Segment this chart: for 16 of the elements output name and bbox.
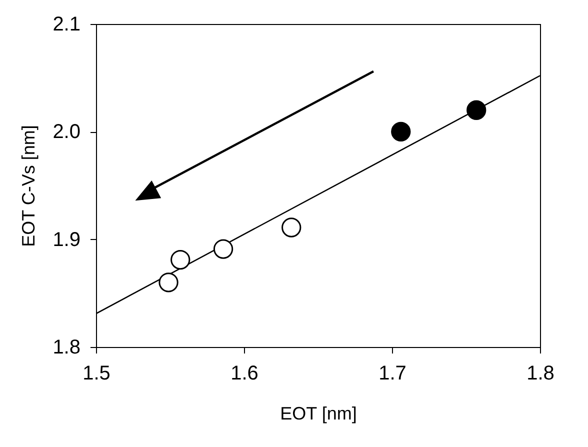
y-tick-label: 1.8 [52, 336, 80, 358]
y-tick-label: 1.9 [52, 228, 80, 251]
x-tick-label: 1.8 [526, 362, 554, 384]
x-tick-label: 1.7 [378, 362, 406, 384]
point [213, 239, 234, 259]
y-tick-label: 2.0 [52, 121, 80, 144]
point [391, 122, 411, 142]
y-tick-label: 2.1 [52, 14, 80, 36]
point [282, 218, 302, 238]
point [158, 272, 178, 292]
x-tick-label: 1.5 [82, 362, 110, 384]
y-axis-title: EOT C-Vs [nm] [18, 125, 39, 247]
x-tick-label: 1.6 [230, 362, 258, 384]
x-axis-title: EOT [nm] [280, 404, 357, 424]
point [466, 100, 486, 120]
point [170, 250, 190, 270]
